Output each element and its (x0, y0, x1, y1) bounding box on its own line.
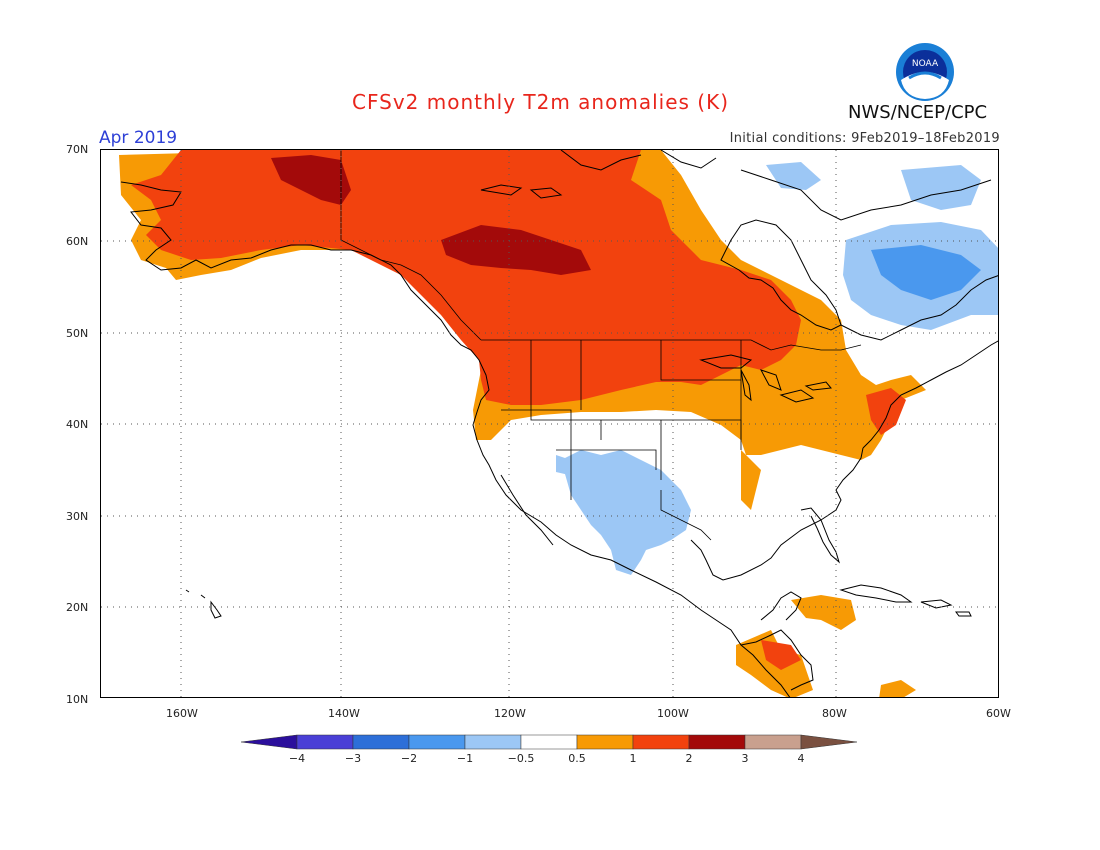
colorbar-segment (520, 734, 578, 750)
colorbar-segment (464, 734, 522, 750)
lat-label: 10N (66, 693, 89, 706)
colorbar-label: 0.5 (568, 752, 586, 765)
month-label: Apr 2019 (99, 128, 178, 148)
anomaly-region (879, 680, 916, 697)
colorbar-label: −0.5 (507, 752, 535, 765)
colorbar (241, 734, 858, 750)
initial-conditions: Initial conditions: 9Feb2019–18Feb2019 (729, 131, 1000, 146)
anomaly-map (101, 150, 998, 697)
colorbar-label: 1 (629, 752, 637, 765)
lon-label: 80W (822, 707, 847, 720)
anomaly-region (741, 450, 761, 510)
coastlines (120, 150, 998, 697)
agency-label: NWS/NCEP/CPC (848, 102, 988, 123)
colorbar-label: −4 (288, 752, 306, 765)
anomaly-region (791, 595, 856, 630)
lat-label: 30N (66, 510, 89, 523)
colorbar-segment (408, 734, 466, 750)
colorbar-label: −2 (400, 752, 418, 765)
anomaly-region (766, 162, 821, 190)
lat-label: 50N (66, 327, 89, 340)
colorbar-segment (296, 734, 354, 750)
political-boundaries (340, 150, 862, 541)
anomaly-field (119, 150, 998, 697)
lon-label: 120W (494, 707, 526, 720)
lon-label: 100W (657, 707, 689, 720)
colorbar-label: 4 (797, 752, 805, 765)
colorbar-label: 2 (685, 752, 693, 765)
lat-label: 20N (66, 601, 89, 614)
chart-title: CFSv2 monthly T2m anomalies (K) (352, 90, 729, 114)
colorbar-max-arrow (800, 734, 858, 750)
lat-label: 60N (66, 235, 89, 248)
colorbar-segment (632, 734, 690, 750)
anomaly-region (441, 225, 591, 275)
colorbar-min-arrow (241, 734, 298, 750)
colorbar-segment (352, 734, 410, 750)
map-frame (100, 149, 999, 698)
lat-label: 70N (66, 143, 89, 156)
anomaly-region (761, 640, 801, 670)
anomaly-region (556, 455, 571, 475)
lon-label: 60W (986, 707, 1011, 720)
lat-label: 40N (66, 418, 89, 431)
colorbar-label: 3 (741, 752, 749, 765)
noaa-logo-icon: NOAA (896, 43, 954, 101)
colorbar-label: −3 (344, 752, 362, 765)
colorbar-label: −1 (456, 752, 474, 765)
colorbar-segment (576, 734, 634, 750)
lon-label: 140W (328, 707, 360, 720)
anomaly-region (561, 450, 691, 575)
colorbar-segment (744, 734, 802, 750)
anomaly-region (271, 155, 351, 205)
anomaly-region (871, 245, 981, 300)
anomaly-region (131, 150, 801, 405)
logo-text: NOAA (912, 59, 939, 69)
lon-label: 160W (166, 707, 198, 720)
colorbar-segment (688, 734, 746, 750)
